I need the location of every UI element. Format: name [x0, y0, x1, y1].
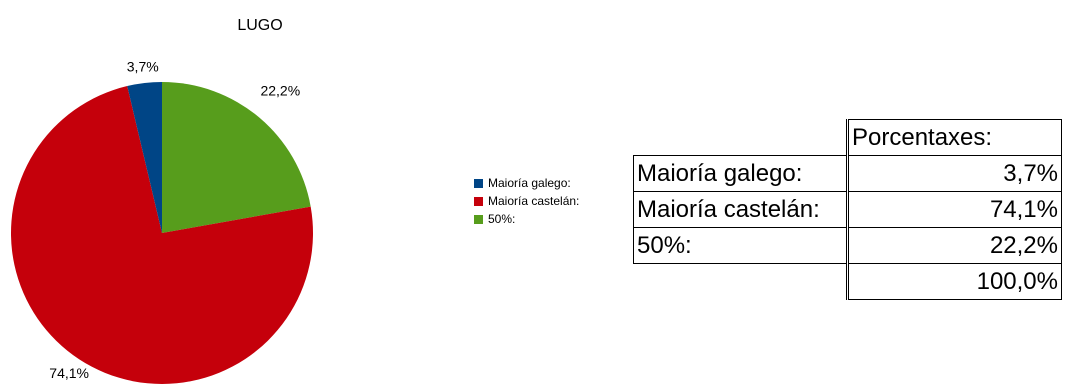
- pie-chart: LUGO 22,2% 74,1% 3,7%: [11, 17, 313, 384]
- chart-legend: Maioría galego: Maioría castelán: 50%:: [474, 174, 579, 228]
- pie-slices: [11, 82, 313, 384]
- data-label: 74,1%: [49, 365, 89, 381]
- table-row-value: 22,2%: [846, 227, 1062, 264]
- table-empty-cell: [634, 264, 848, 300]
- table-row-label: Maioría castelán:: [633, 191, 848, 228]
- pie-slice: [127, 82, 162, 233]
- data-label: 22,2%: [260, 82, 300, 98]
- legend-label: 50%:: [488, 212, 516, 226]
- table-row-label: Maioría galego:: [633, 155, 848, 192]
- table-row: 50%: 22,2%: [633, 227, 1062, 264]
- table-row: Maioría castelán: 74,1%: [633, 191, 1062, 228]
- legend-label: Maioría galego:: [488, 176, 571, 190]
- table-empty-cell: [634, 120, 848, 156]
- pie-slice: [11, 86, 313, 384]
- pie-slice: [162, 82, 311, 233]
- table-total-row: 100,0%: [634, 263, 1062, 300]
- pie-slice-labels: 22,2% 74,1% 3,7%: [49, 59, 300, 381]
- table-header-row: Porcentaxes:: [634, 119, 1062, 156]
- table-row-value: 3,7%: [846, 155, 1062, 192]
- data-label: 3,7%: [127, 59, 159, 75]
- table-header: Porcentaxes:: [846, 119, 1062, 156]
- chart-title: LUGO: [237, 17, 282, 34]
- table-row-value: 74,1%: [846, 191, 1062, 228]
- table-total: 100,0%: [846, 263, 1062, 300]
- legend-swatch: [474, 196, 483, 206]
- legend-swatch: [474, 178, 483, 188]
- legend-item-50: 50%:: [474, 210, 579, 228]
- percentages-table: Porcentaxes: Maioría galego: 3,7% Maiorí…: [633, 119, 1062, 300]
- legend-label: Maioría castelán:: [488, 194, 580, 208]
- legend-swatch: [474, 214, 483, 224]
- table-row: Maioría galego: 3,7%: [633, 155, 1062, 192]
- legend-item-maioria-castelan: Maioría castelán:: [474, 192, 579, 210]
- table-row-label: 50%:: [633, 227, 848, 264]
- legend-item-maioria-galego: Maioría galego:: [474, 174, 579, 192]
